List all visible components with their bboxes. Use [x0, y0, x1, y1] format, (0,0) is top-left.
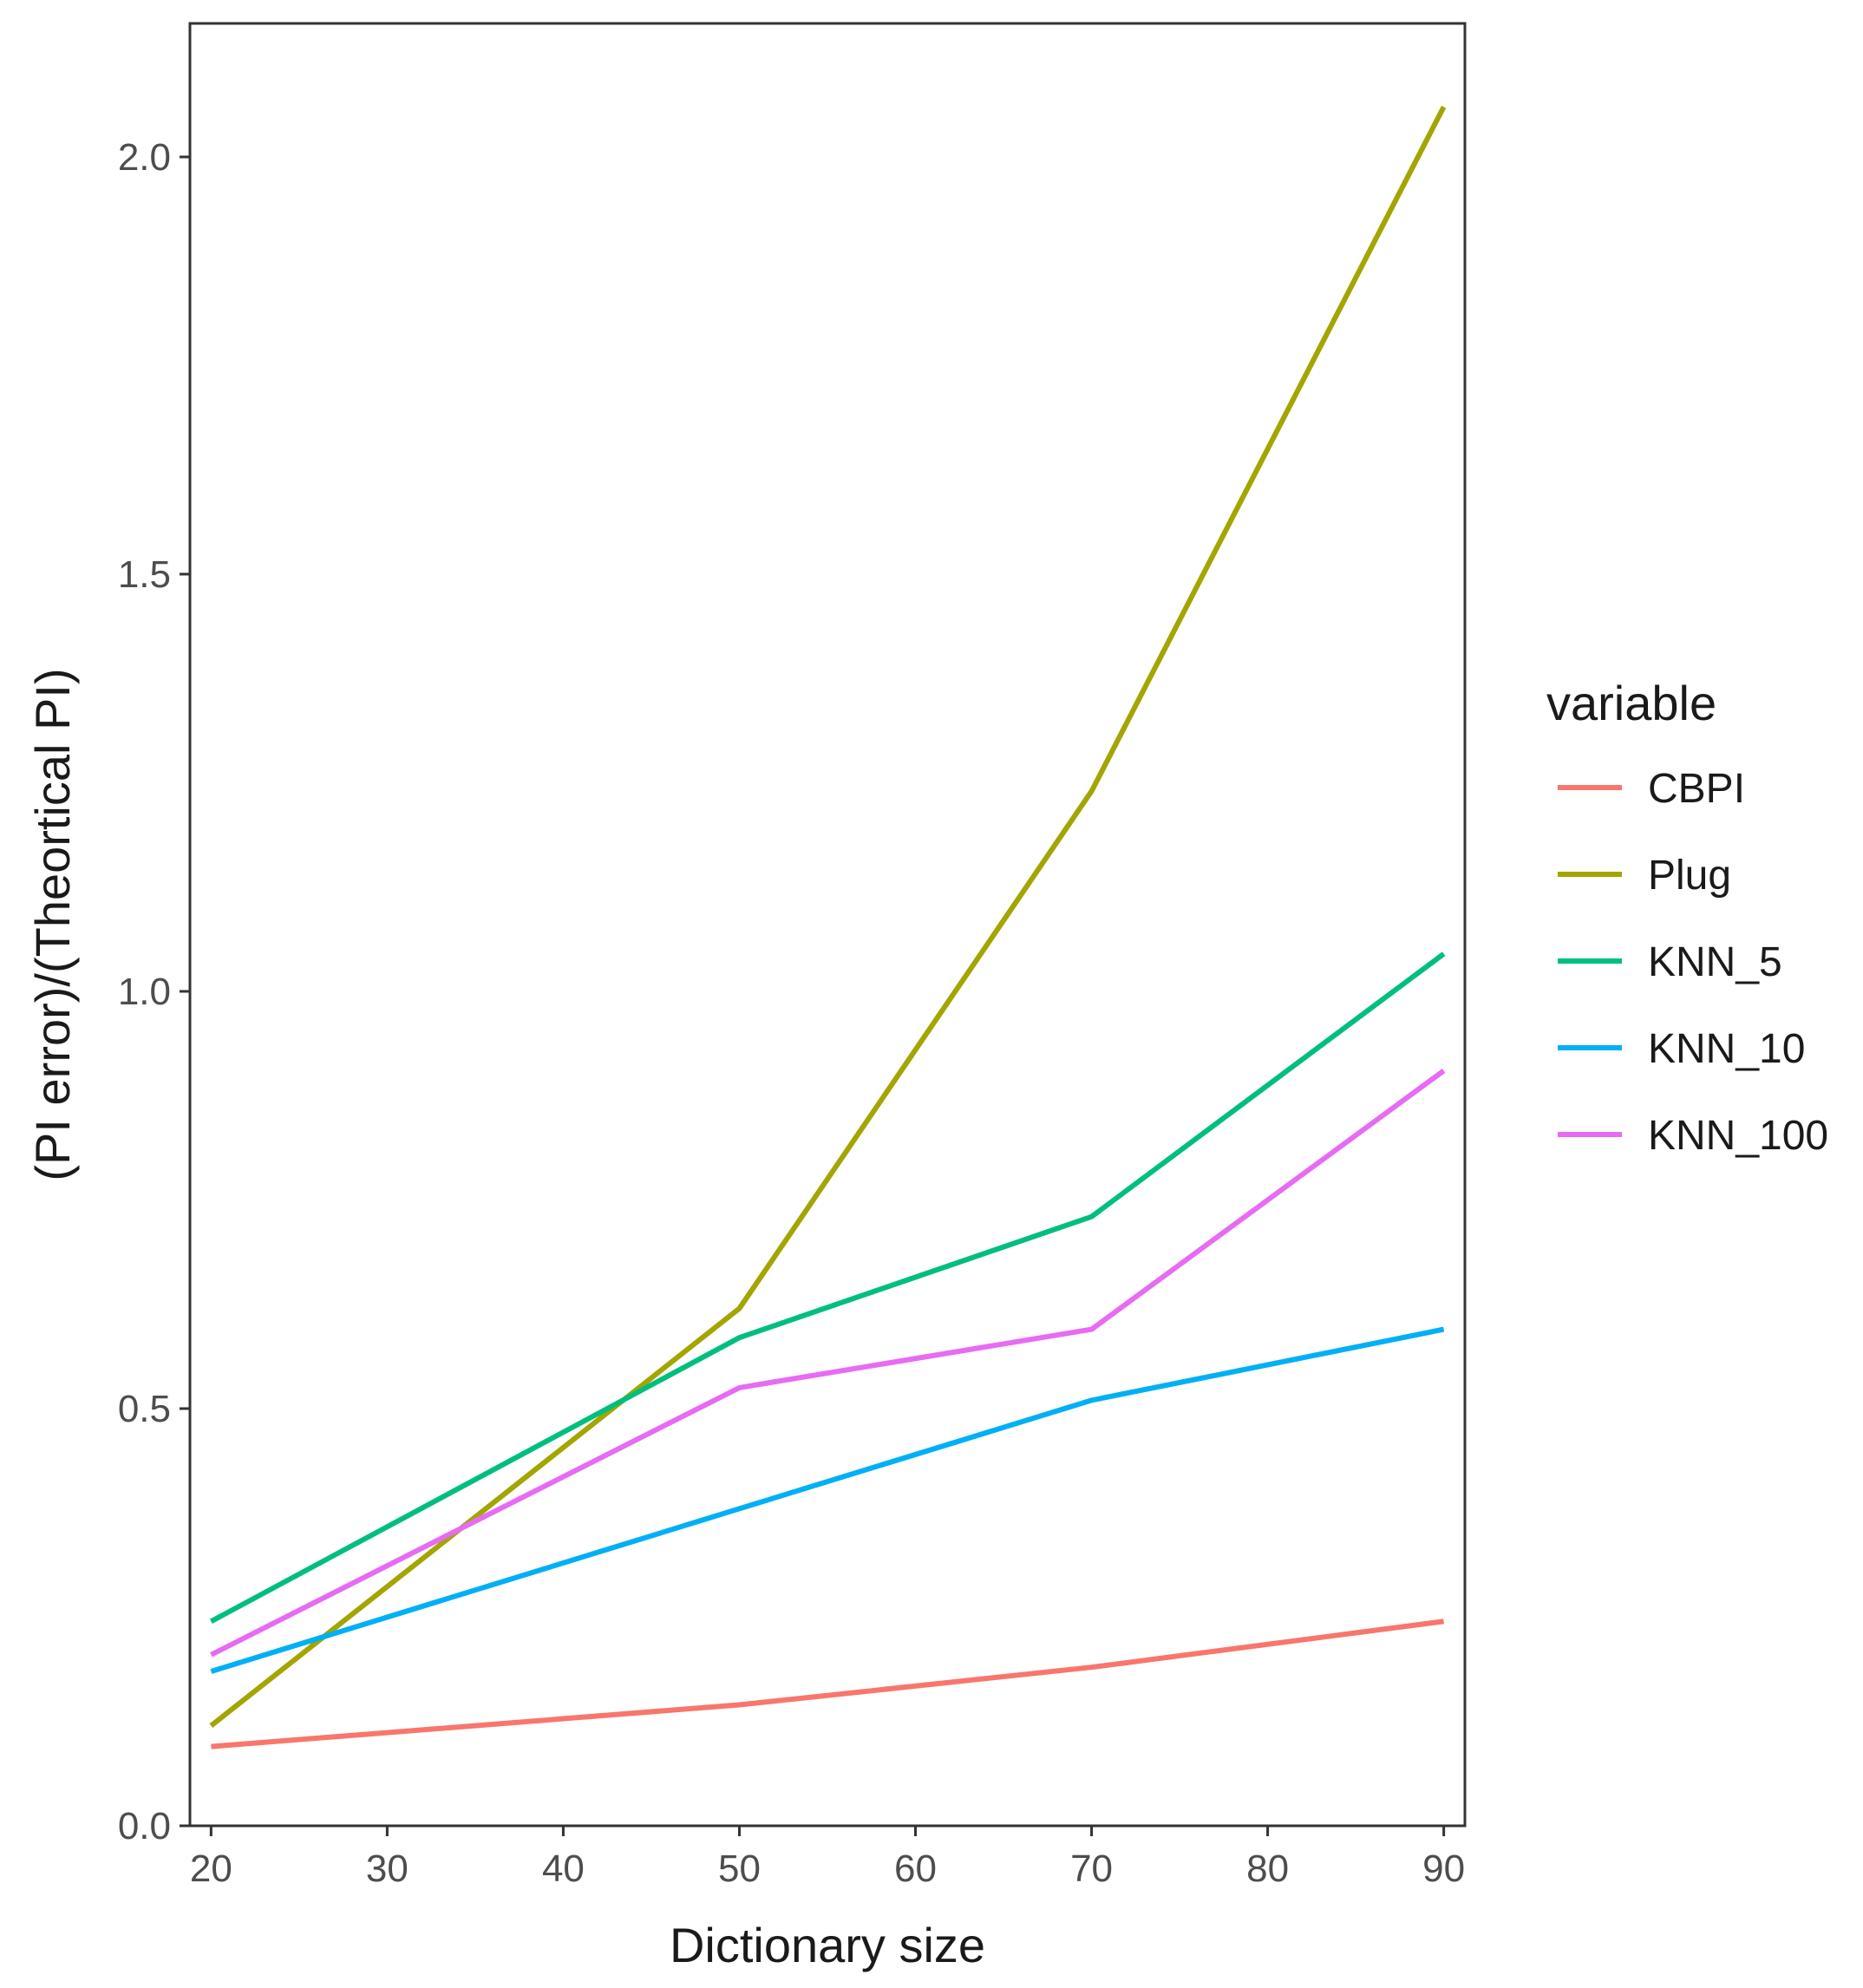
x-tick-label: 40	[542, 1847, 585, 1890]
series-line-knn-100	[210, 1068, 1446, 1658]
plot-lines	[209, 105, 1447, 1749]
y-tick-label: 1.0	[118, 971, 171, 1013]
x-tick-label: 20	[190, 1847, 232, 1890]
series-line-cbpi	[211, 1619, 1444, 1749]
y-tick-label: 2.0	[118, 136, 171, 179]
x-axis-title: Dictionary size	[670, 1918, 985, 1972]
y-tick-label: 1.5	[118, 553, 171, 596]
legend-title: variable	[1546, 676, 1716, 730]
y-tick-label: 0.5	[118, 1388, 171, 1430]
series-line-plug	[209, 105, 1447, 1728]
series-line-knn-10	[210, 1326, 1445, 1674]
legend-label-plug: Plug	[1648, 853, 1731, 899]
x-tick-label: 60	[894, 1847, 937, 1890]
series-line-knn-5	[209, 951, 1446, 1624]
x-tick-label: 50	[718, 1847, 761, 1890]
legend: variable CBPI Plug KNN_5 KNN_10 KNN_100	[1546, 676, 1828, 1159]
legend-label-knn-10: KNN_10	[1648, 1026, 1805, 1072]
y-axis-title: (PI error)/(Theortical PI)	[25, 668, 80, 1180]
x-tick-label: 80	[1246, 1847, 1289, 1890]
x-tick-label: 90	[1422, 1847, 1465, 1890]
x-axis: 20 30 40 50 60 70 80 90	[190, 1826, 1465, 1890]
legend-label-cbpi: CBPI	[1648, 766, 1745, 812]
y-tick-label: 0.0	[118, 1805, 171, 1847]
x-tick-label: 30	[366, 1847, 409, 1890]
legend-label-knn-5: KNN_5	[1648, 939, 1782, 985]
x-tick-label: 70	[1070, 1847, 1113, 1890]
y-axis: 0.0 0.5 1.0 1.5 2.0	[118, 136, 190, 1847]
plot-panel	[188, 22, 1467, 1828]
legend-label-knn-100: KNN_100	[1648, 1113, 1828, 1159]
